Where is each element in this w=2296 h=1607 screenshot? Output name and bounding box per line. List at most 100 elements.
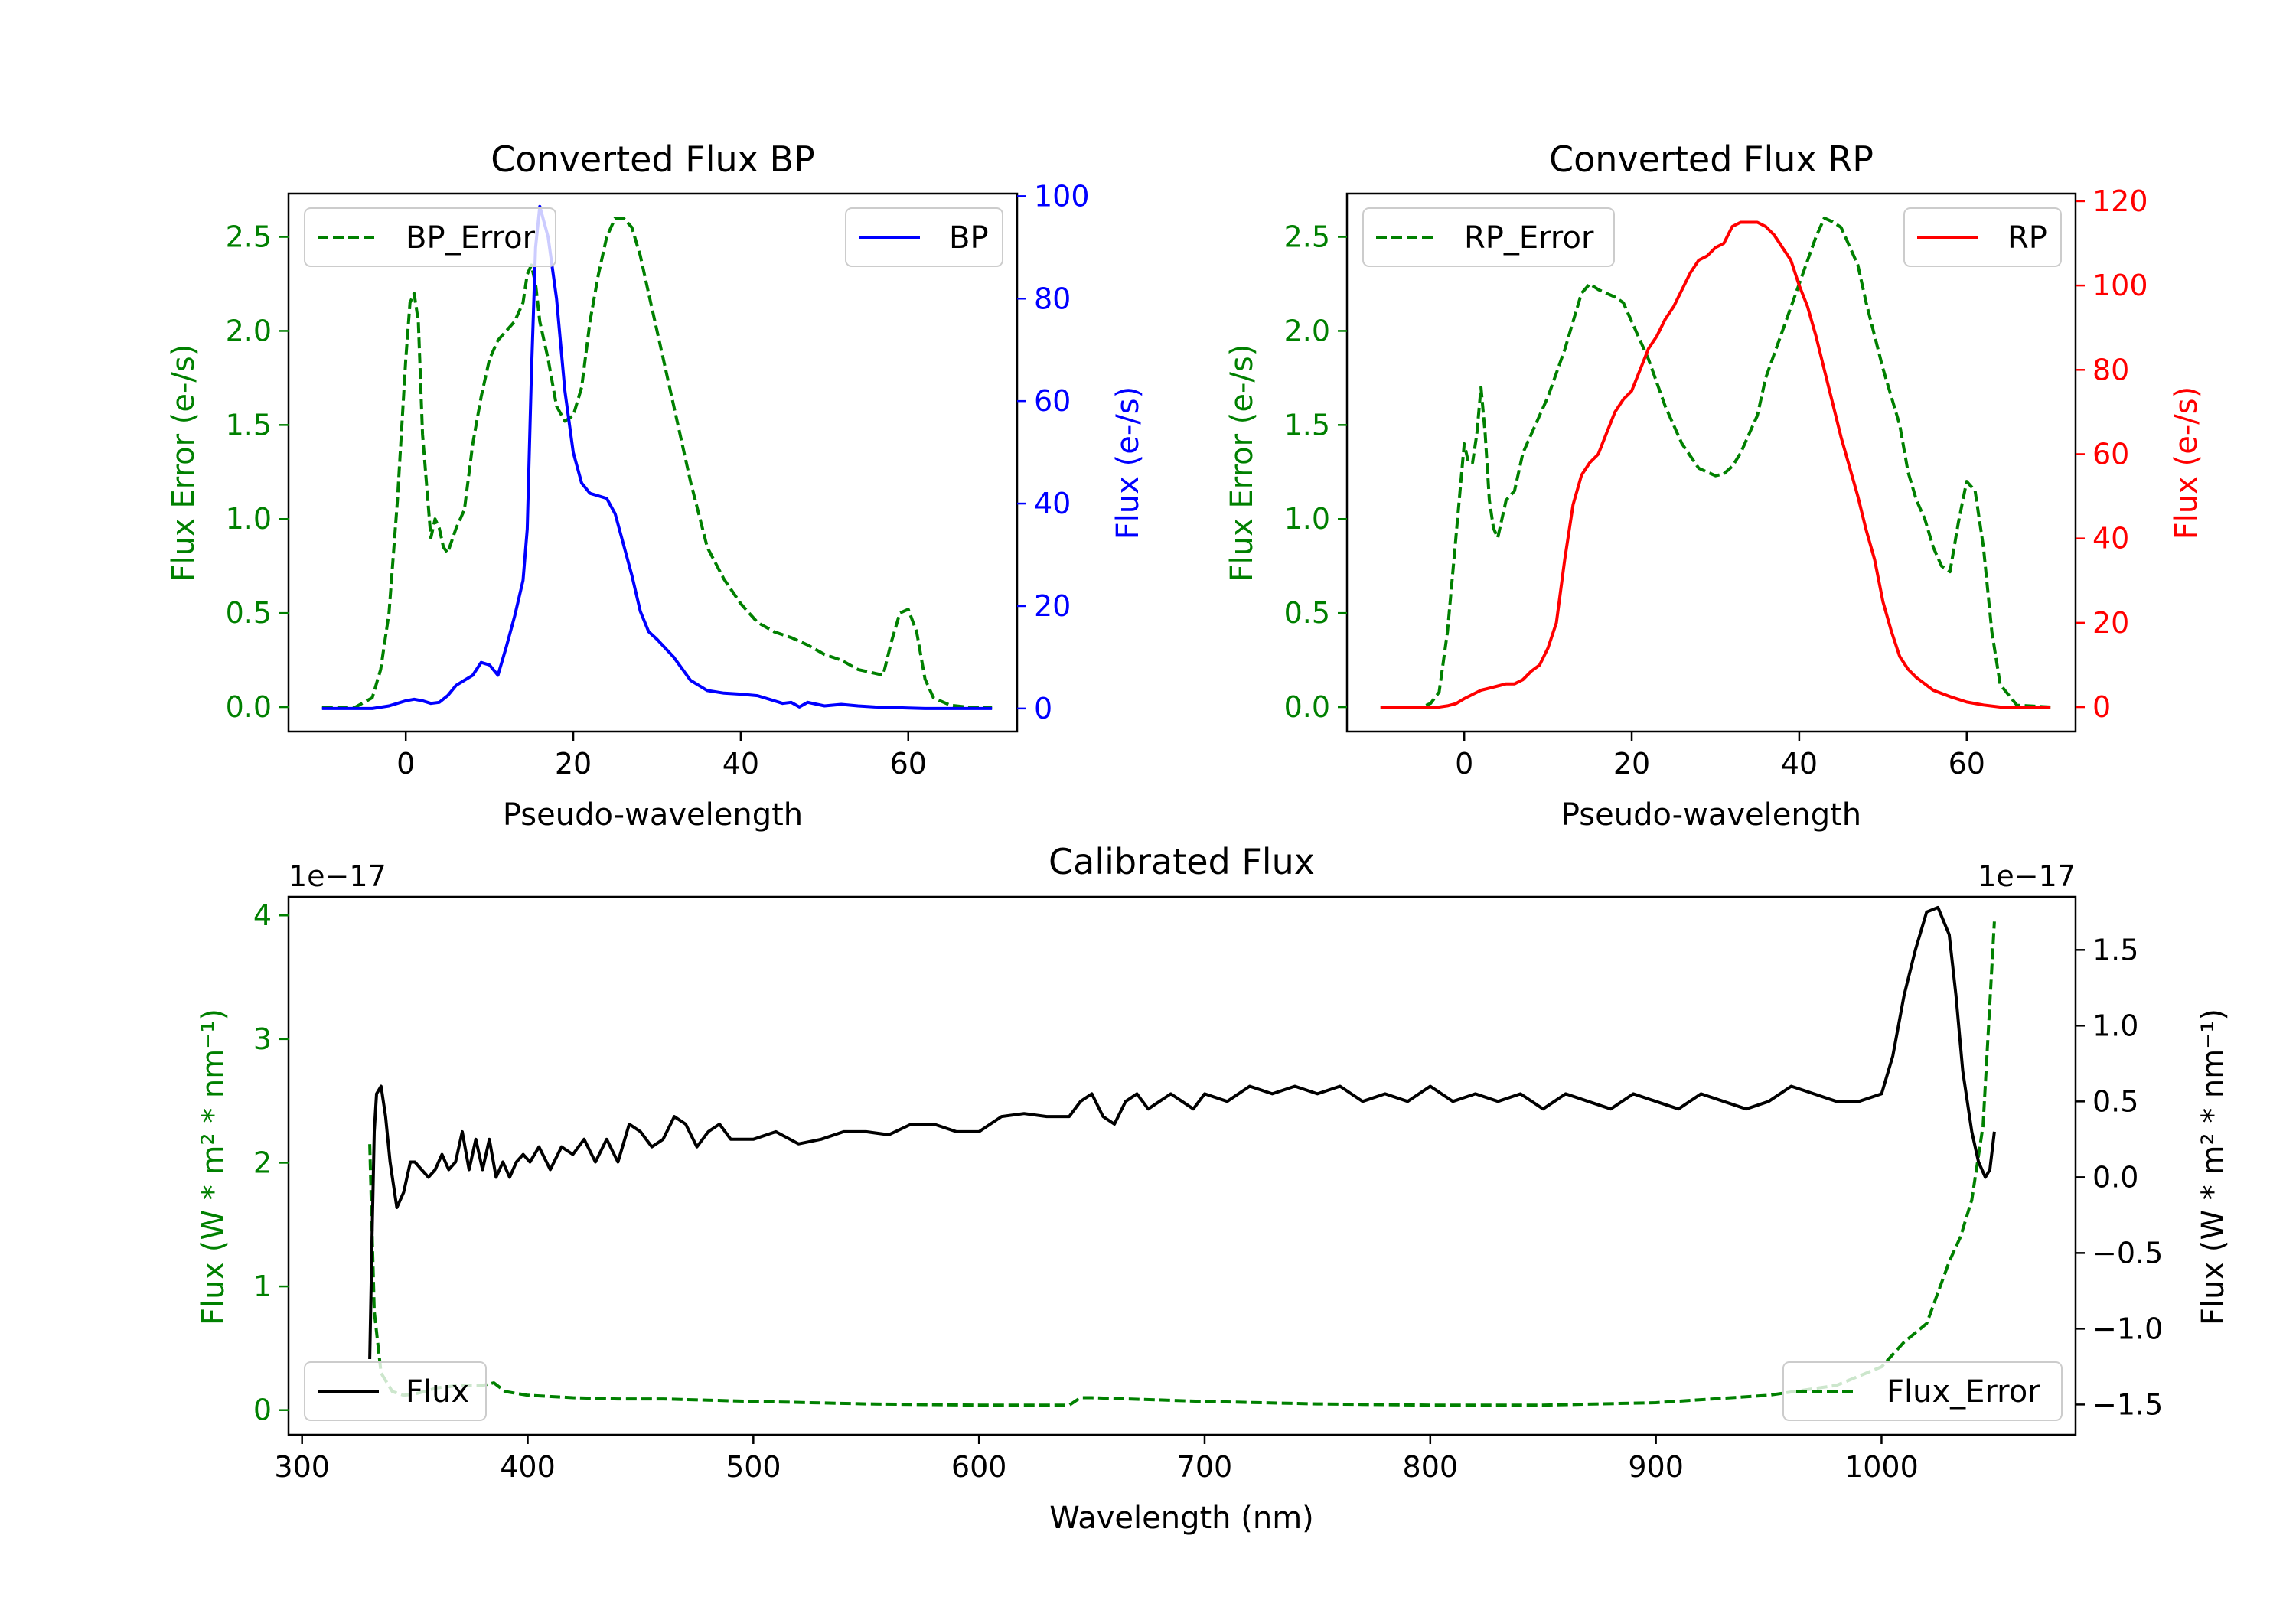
cal-left-ticks: 0 1 2 3 4 (253, 898, 289, 1427)
rp-left-tick-label: 0.5 (1284, 596, 1330, 630)
rp-title: Converted Flux RP (1549, 139, 1874, 180)
rp-left-tick-label: 2.0 (1284, 314, 1330, 347)
bp-left-tick-label: 2.0 (226, 314, 272, 347)
rp-panel: Converted Flux RP 0 20 40 60 0.0 0.5 1.0 1.5 2.… (1225, 139, 2204, 833)
cal-x-tick-label: 400 (500, 1450, 556, 1484)
cal-title: Calibrated Flux (1049, 841, 1315, 882)
cal-right-offset-label: 1e−17 (1978, 859, 2076, 893)
cal-right-axis-label: Flux (W * m² * nm⁻¹) (2196, 1009, 2231, 1325)
cal-x-tick-label: 500 (726, 1450, 781, 1484)
cal-panel: Calibrated Flux 1e−17 1e−17 300 400 500 600… (196, 841, 2231, 1536)
bp-title: Converted Flux BP (491, 139, 815, 180)
rp-series-rp (1380, 220, 2051, 709)
cal-right-tick-label: 0.5 (2092, 1084, 2138, 1118)
bp-right-tick-label: 100 (1034, 179, 1090, 213)
rp-right-tick-label: 60 (2092, 437, 2129, 471)
rp-series-rp-error (1380, 217, 2051, 709)
cal-x-tick-label: 600 (951, 1450, 1007, 1484)
bp-right-tick-label: 20 (1034, 589, 1071, 623)
cal-left-axis-label: Flux (W * m² * nm⁻¹) (196, 1009, 231, 1325)
rp-right-tick-label: 40 (2092, 522, 2129, 556)
cal-left-tick-label: 2 (253, 1146, 272, 1179)
cal-left-tick-label: 3 (253, 1022, 272, 1056)
bp-left-axis-label: Flux Error (e-/s) (166, 344, 201, 582)
rp-legend-label: RP (2007, 220, 2047, 256)
rp-left-tick-label: 2.5 (1284, 220, 1330, 254)
bp-x-tick-label: 20 (555, 747, 592, 781)
rp-left-tick-label: 0.0 (1284, 690, 1330, 724)
bp-right-axis-label: Flux (e-/s) (1110, 386, 1146, 539)
rp-x-tick-label: 0 (1455, 747, 1473, 781)
cal-right-tick-label: −1.0 (2092, 1312, 2163, 1345)
rp-right-tick-label: 20 (2092, 606, 2129, 640)
cal-right-tick-label: −0.5 (2092, 1236, 2163, 1270)
bp-left-ticks: 0.0 0.5 1.0 1.5 2.0 2.5 (226, 220, 289, 724)
cal-flux-legend-label: Flux (406, 1374, 469, 1410)
bp-error-legend-label: BP_Error (406, 220, 536, 256)
cal-legend-right: Flux_Error (1782, 1361, 2063, 1421)
rp-error-legend-label: RP_Error (1464, 220, 1594, 256)
cal-right-tick-label: −1.5 (2092, 1387, 2163, 1421)
rp-left-axis-label: Flux Error (e-/s) (1225, 344, 1260, 582)
cal-left-tick-label: 0 (253, 1393, 272, 1427)
cal-error-legend-label: Flux_Error (1887, 1374, 2040, 1410)
bp-right-tick-label: 60 (1034, 384, 1071, 418)
cal-x-tick-label: 800 (1403, 1450, 1459, 1484)
rp-x-ticks: 0 20 40 60 (1455, 732, 1985, 781)
bp-legend-left: BP_Error (304, 207, 556, 267)
cal-x-axis-label: Wavelength (nm) (1049, 1501, 1314, 1536)
rp-right-tick-label: 100 (2092, 269, 2148, 302)
bp-x-tick-label: 40 (722, 747, 759, 781)
cal-right-tick-label: 1.5 (2092, 933, 2138, 966)
bp-legend-label: BP (949, 220, 989, 256)
cal-plot-lines (368, 905, 1996, 1407)
rp-legend-left: RP_Error (1362, 207, 1615, 267)
cal-right-tick-label: 0.0 (2092, 1160, 2138, 1194)
cal-x-ticks: 300 400 500 600 700 800 900 1000 (274, 1435, 1919, 1484)
cal-right-tick-label: 1.0 (2092, 1009, 2138, 1042)
cal-series-flux (368, 905, 1996, 1360)
rp-x-tick-label: 20 (1613, 747, 1650, 781)
bp-plot-lines (321, 204, 993, 710)
bp-right-ticks: 0 20 40 60 80 100 (1017, 179, 1090, 725)
cal-left-tick-label: 4 (253, 898, 272, 932)
rp-left-ticks: 0.0 0.5 1.0 1.5 2.0 2.5 (1284, 220, 1347, 724)
rp-right-tick-label: 0 (2092, 690, 2111, 724)
bp-right-tick-label: 80 (1034, 282, 1071, 315)
bp-x-ticks: 0 20 40 60 (396, 732, 927, 781)
bp-panel: Converted Flux BP 0 20 40 60 0.0 0.5 1.0 1.5 2.… (166, 139, 1146, 833)
bp-left-tick-label: 1.0 (226, 502, 272, 536)
rp-x-tick-label: 60 (1949, 747, 1985, 781)
bp-x-tick-label: 60 (890, 747, 927, 781)
rp-right-tick-label: 80 (2092, 353, 2129, 386)
bp-series-bp (321, 204, 993, 710)
cal-x-tick-label: 900 (1628, 1450, 1684, 1484)
rp-plot-frame (1345, 192, 2077, 733)
bp-left-tick-label: 2.5 (226, 220, 272, 254)
cal-series-flux-error (368, 921, 1996, 1407)
bp-right-tick-label: 40 (1034, 487, 1071, 520)
bp-left-tick-label: 0.5 (226, 596, 272, 630)
cal-plot-frame (287, 895, 2077, 1436)
bp-plot-frame (287, 192, 1019, 733)
cal-left-tick-label: 1 (253, 1270, 272, 1303)
bp-left-tick-label: 0.0 (226, 690, 272, 724)
bp-left-tick-label: 1.5 (226, 408, 272, 442)
bp-legend-right: BP (845, 207, 1003, 267)
cal-x-tick-label: 1000 (1844, 1450, 1919, 1484)
rp-plot-lines (1380, 217, 2051, 709)
bp-x-tick-label: 0 (396, 747, 415, 781)
cal-right-ticks: −1.5 −1.0 −0.5 0.0 0.5 1.0 1.5 (2076, 933, 2163, 1421)
rp-right-axis-label: Flux (e-/s) (2169, 386, 2204, 539)
bp-right-tick-label: 0 (1034, 692, 1052, 725)
bp-series-bp-error (321, 217, 993, 709)
rp-right-tick-label: 120 (2092, 184, 2148, 218)
rp-left-tick-label: 1.0 (1284, 502, 1330, 536)
rp-right-ticks: 0 20 40 60 80 100 120 (2076, 184, 2148, 724)
cal-left-offset-label: 1e−17 (289, 859, 386, 893)
rp-left-tick-label: 1.5 (1284, 408, 1330, 442)
rp-x-tick-label: 40 (1781, 747, 1818, 781)
cal-x-tick-label: 700 (1177, 1450, 1233, 1484)
cal-legend-left: Flux (304, 1361, 487, 1421)
